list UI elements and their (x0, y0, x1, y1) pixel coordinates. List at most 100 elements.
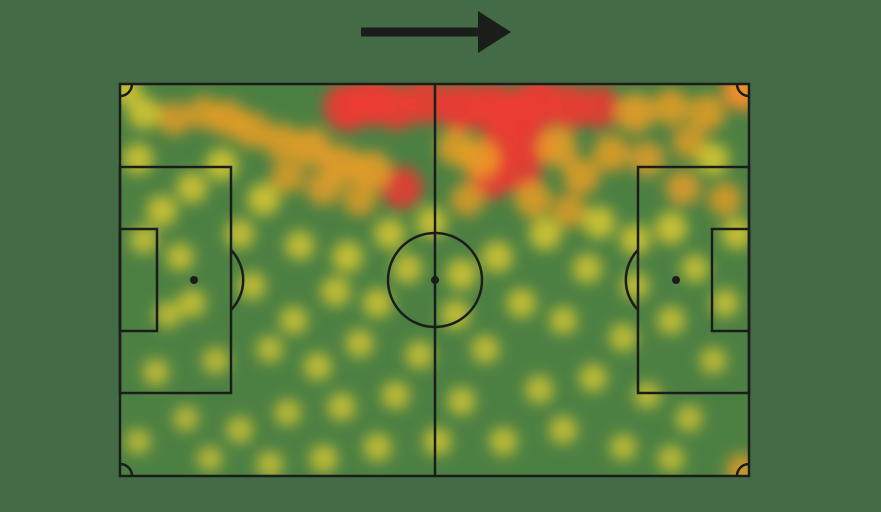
heat-point (726, 453, 749, 476)
heat-point (525, 375, 554, 404)
heat-point (506, 288, 537, 318)
heat-point (708, 182, 742, 217)
heat-point (582, 206, 616, 239)
heat-point (529, 217, 562, 251)
heat-point (546, 84, 592, 130)
center-spot (431, 276, 439, 284)
left-penalty-arc (230, 249, 245, 311)
direction-arrow-head (478, 11, 511, 53)
heat-point (291, 127, 332, 168)
heat-point (615, 93, 655, 133)
heat-point (165, 242, 195, 272)
heat-point (629, 141, 665, 177)
heat-point (657, 445, 685, 473)
heat-point (440, 299, 471, 330)
corner-arc-top-left (119, 83, 134, 98)
heat-point (578, 85, 621, 129)
left-six-yard-box (118, 227, 159, 333)
heat-point (205, 148, 239, 181)
heat-point (537, 127, 578, 168)
heat-point (579, 363, 608, 393)
corner-arc-bottom-left (119, 462, 134, 477)
heat-point (471, 335, 500, 364)
heat-point (402, 84, 449, 124)
heat-point (572, 253, 603, 284)
heat-point (345, 329, 374, 358)
heat-point (186, 95, 221, 130)
heat-point (652, 88, 690, 126)
heat-point (279, 306, 308, 335)
heat-point (549, 306, 578, 335)
heat-point (125, 428, 151, 455)
heat-point (699, 347, 727, 375)
heat-point (672, 124, 707, 159)
heat-point (142, 358, 170, 386)
heat-point (633, 381, 661, 409)
heat-point (247, 183, 281, 216)
right-penalty-spot (672, 276, 680, 284)
heat-point (237, 271, 266, 300)
heat-point (284, 230, 315, 261)
heat-point (710, 288, 740, 318)
heat-point (619, 224, 651, 256)
heat-point (351, 150, 392, 191)
heat-point (156, 101, 191, 136)
heat-point (654, 211, 688, 245)
direction-arrow (361, 11, 511, 53)
heat-point (362, 288, 393, 318)
heat-point (342, 182, 377, 217)
heat-point (489, 427, 518, 456)
heat-point (592, 134, 630, 172)
heat-point (146, 195, 178, 227)
corner-arc-bottom-right (735, 462, 750, 477)
heat-point (552, 193, 587, 228)
heat-point (306, 170, 342, 206)
left-penalty-spot (190, 276, 198, 284)
heat-point (197, 445, 223, 472)
heat-point (450, 182, 485, 217)
heat-point (415, 206, 448, 238)
heat-point (723, 84, 749, 110)
heat-point (423, 427, 452, 456)
heat-point (263, 123, 301, 160)
heat-point (680, 254, 710, 283)
heat-point (675, 404, 703, 432)
heat-point (447, 386, 476, 416)
heat-point (320, 276, 351, 307)
heat-point (363, 433, 392, 462)
heat-point (374, 218, 406, 250)
heat-point (665, 170, 701, 206)
right-penalty-arc (624, 249, 639, 311)
heat-point (270, 159, 305, 194)
heat-point (609, 323, 638, 352)
heat-point (202, 347, 230, 375)
heat-point (381, 381, 410, 410)
heat-point (226, 416, 254, 444)
heat-point (256, 451, 284, 476)
heat-point (609, 433, 637, 461)
heat-point (696, 142, 730, 176)
right-six-yard-box (710, 227, 751, 333)
heat-point (177, 288, 207, 318)
heat-point (154, 301, 182, 329)
heat-point (332, 241, 364, 273)
heat-point (688, 94, 726, 132)
heat-point (445, 258, 478, 290)
heat-point (514, 180, 552, 218)
heat-point (481, 241, 513, 273)
center-circle (386, 231, 484, 329)
heat-point (380, 166, 423, 209)
heat-point (303, 352, 332, 381)
heat-point (224, 219, 255, 249)
heat-point (549, 415, 578, 445)
heat-point (274, 399, 302, 427)
heat-point (129, 225, 159, 254)
heat-point (176, 172, 208, 204)
pitch-markings (118, 82, 751, 478)
heat-point (721, 218, 749, 250)
heat-point (459, 139, 500, 179)
heat-point (392, 253, 423, 284)
heat-point (405, 340, 434, 370)
heat-point (256, 335, 284, 363)
